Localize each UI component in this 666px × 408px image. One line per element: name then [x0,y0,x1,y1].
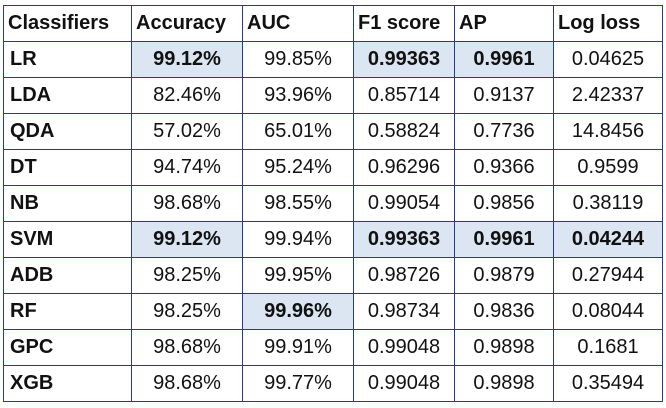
classifier-name-cell: GPC [3,329,132,366]
classifier-name-cell: NB [3,185,132,222]
log-loss-cell: 0.38119 [553,185,663,222]
classifier-name-cell: RF [3,293,132,330]
classifier-name-cell: LDA [3,77,132,114]
ap-cell: 0.9961 [454,221,554,258]
header-ap: AP [454,5,554,42]
log-loss-cell: 0.27944 [553,257,663,294]
table-header: Classifiers Accuracy AUC F1 score AP Log… [3,5,663,42]
f1-score-cell: 0.99054 [353,185,455,222]
f1-score-cell: 0.98734 [353,293,455,330]
f1-score-cell: 0.85714 [353,77,455,114]
accuracy-cell: 98.68% [131,185,243,222]
header-accuracy: Accuracy [131,5,243,42]
ap-cell: 0.9856 [454,185,554,222]
log-loss-cell: 0.04625 [553,41,663,78]
accuracy-cell: 99.12% [131,41,243,78]
f1-score-cell: 0.99048 [353,329,455,366]
log-loss-cell: 0.9599 [553,149,663,186]
ap-cell: 0.9879 [454,257,554,294]
auc-cell: 93.96% [242,77,354,114]
header-log-loss: Log loss [553,5,663,42]
f1-score-cell: 0.96296 [353,149,455,186]
classifier-name-cell: QDA [3,113,132,150]
classifier-name-cell: XGB [3,365,132,402]
table-row: SVM 99.12% 99.94% 0.99363 0.9961 0.04244 [3,221,663,258]
ap-cell: 0.9961 [454,41,554,78]
accuracy-cell: 98.25% [131,293,243,330]
f1-score-cell: 0.99048 [353,365,455,402]
auc-cell: 99.95% [242,257,354,294]
f1-score-cell: 0.99363 [353,41,455,78]
log-loss-cell: 2.42337 [553,77,663,114]
accuracy-cell: 98.68% [131,365,243,402]
table-row: QDA 57.02% 65.01% 0.58824 0.7736 14.8456 [3,113,663,150]
header-classifiers: Classifiers [3,5,132,42]
auc-cell: 99.94% [242,221,354,258]
table-row: ADB 98.25% 99.95% 0.98726 0.9879 0.27944 [3,257,663,294]
accuracy-cell: 94.74% [131,149,243,186]
header-f1-score: F1 score [353,5,455,42]
ap-cell: 0.9137 [454,77,554,114]
accuracy-cell: 82.46% [131,77,243,114]
table-body: LR 99.12% 99.85% 0.99363 0.9961 0.04625 LDA 82.… [3,41,663,402]
results-table: Classifiers Accuracy AUC F1 score AP Log… [3,5,663,402]
auc-cell: 98.55% [242,185,354,222]
f1-score-cell: 0.58824 [353,113,455,150]
table-row: LDA 82.46% 93.96% 0.85714 0.9137 2.42337 [3,77,663,114]
accuracy-cell: 98.68% [131,329,243,366]
auc-cell: 99.91% [242,329,354,366]
f1-score-cell: 0.99363 [353,221,455,258]
log-loss-cell: 14.8456 [553,113,663,150]
auc-cell: 99.85% [242,41,354,78]
auc-cell: 95.24% [242,149,354,186]
auc-cell: 65.01% [242,113,354,150]
table-row: RF 98.25% 99.96% 0.98734 0.9836 0.08044 [3,293,663,330]
ap-cell: 0.9836 [454,293,554,330]
accuracy-cell: 99.12% [131,221,243,258]
header-row: Classifiers Accuracy AUC F1 score AP Log… [3,5,663,42]
auc-cell: 99.77% [242,365,354,402]
table-row: XGB 98.68% 99.77% 0.99048 0.9898 0.35494 [3,365,663,402]
header-auc: AUC [242,5,354,42]
classifier-name-cell: ADB [3,257,132,294]
log-loss-cell: 0.04244 [553,221,663,258]
classifier-name-cell: SVM [3,221,132,258]
accuracy-cell: 57.02% [131,113,243,150]
ap-cell: 0.9366 [454,149,554,186]
auc-cell: 99.96% [242,293,354,330]
accuracy-cell: 98.25% [131,257,243,294]
log-loss-cell: 0.35494 [553,365,663,402]
f1-score-cell: 0.98726 [353,257,455,294]
classifier-name-cell: LR [3,41,132,78]
log-loss-cell: 0.1681 [553,329,663,366]
ap-cell: 0.7736 [454,113,554,150]
table-row: DT 94.74% 95.24% 0.96296 0.9366 0.9599 [3,149,663,186]
classifier-name-cell: DT [3,149,132,186]
table-row: NB 98.68% 98.55% 0.99054 0.9856 0.38119 [3,185,663,222]
ap-cell: 0.9898 [454,365,554,402]
table-row: LR 99.12% 99.85% 0.99363 0.9961 0.04625 [3,41,663,78]
table-row: GPC 98.68% 99.91% 0.99048 0.9898 0.1681 [3,329,663,366]
ap-cell: 0.9898 [454,329,554,366]
log-loss-cell: 0.08044 [553,293,663,330]
